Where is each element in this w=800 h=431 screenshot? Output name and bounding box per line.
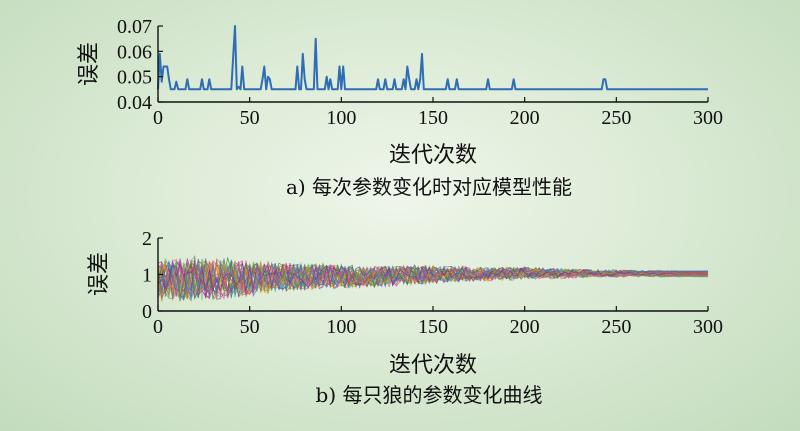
chart-b: 0 50 100 150 200 250 300 0 1 2 迭代次数 误差 b) 每只狼的参数…: [87, 228, 723, 407]
chart-a-y-tick-label: 0.05: [117, 67, 152, 89]
chart-a-x-tick-label: 250: [601, 107, 631, 129]
chart-b-x-tick-label: 150: [418, 316, 448, 338]
chart-a-y-tick-label: 0.04: [117, 92, 152, 114]
chart-b-series: [157, 254, 709, 302]
chart-a-x-label: 迭代次数: [389, 143, 477, 168]
chart-b-y-tick-label: 1: [142, 265, 152, 287]
chart-a: 0 50 100 150 200 250 300 0.04 0.05 0.06 0.07 迭代次数…: [77, 16, 723, 199]
chart-a-title: a) 每次参数变化时对应模型性能: [286, 175, 572, 199]
chart-b-series-line: [157, 261, 708, 299]
chart-b-x-tick-label: 200: [510, 316, 540, 338]
chart-a-x-tick-label: 50: [240, 107, 260, 129]
chart-b-series-line: [157, 259, 708, 301]
chart-a-x-tick-label: 200: [510, 107, 540, 129]
chart-b-y-label: 误差: [87, 252, 112, 296]
chart-a-y-tick-label: 0.07: [117, 16, 152, 38]
chart-b-x-tick-label: 300: [693, 316, 723, 338]
chart-a-x-tick-label: 150: [418, 107, 448, 129]
chart-b-x-tick-label: 250: [601, 316, 631, 338]
chart-a-x-tick-label: 100: [326, 107, 356, 129]
chart-a-series-line: [157, 25, 708, 91]
chart-a-x-tick-label: 0: [153, 107, 163, 129]
chart-a-y-label: 误差: [77, 42, 102, 86]
chart-a-series: [157, 25, 708, 91]
chart-a-axes: [157, 26, 708, 103]
chart-b-y-tick-label: 2: [142, 228, 152, 250]
chart-a-y-tick-label: 0.06: [117, 41, 152, 63]
chart-b-x-tick-label: 50: [240, 316, 260, 338]
chart-b-x-tick-label: 0: [153, 316, 163, 338]
chart-b-x-label: 迭代次数: [389, 353, 477, 378]
chart-a-x-tick-label: 300: [693, 107, 723, 129]
chart-b-x-tick-label: 100: [326, 316, 356, 338]
chart-b-title: b) 每只狼的参数变化曲线: [316, 383, 543, 407]
chart-b-series-line: [157, 263, 709, 301]
chart-b-y-tick-label: 0: [142, 301, 152, 323]
chart-b-series-line: [157, 263, 708, 297]
